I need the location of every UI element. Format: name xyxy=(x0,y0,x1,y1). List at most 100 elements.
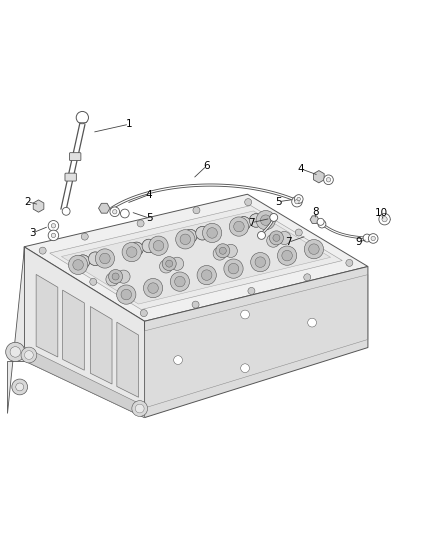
Circle shape xyxy=(267,234,280,247)
Circle shape xyxy=(184,229,197,243)
Circle shape xyxy=(368,233,378,243)
Polygon shape xyxy=(99,203,110,213)
Circle shape xyxy=(173,356,183,365)
Circle shape xyxy=(88,252,102,265)
Text: 6: 6 xyxy=(203,161,210,171)
Circle shape xyxy=(273,235,280,241)
Circle shape xyxy=(249,214,263,227)
FancyBboxPatch shape xyxy=(65,173,76,181)
Polygon shape xyxy=(7,247,24,413)
Circle shape xyxy=(255,257,265,268)
Circle shape xyxy=(113,209,117,214)
Circle shape xyxy=(278,231,291,245)
Circle shape xyxy=(142,239,155,253)
Circle shape xyxy=(109,270,123,284)
Circle shape xyxy=(6,342,25,361)
Circle shape xyxy=(88,252,102,265)
Circle shape xyxy=(176,230,195,249)
Circle shape xyxy=(159,260,173,273)
Circle shape xyxy=(202,223,222,243)
Circle shape xyxy=(248,287,255,294)
Circle shape xyxy=(224,244,237,257)
Circle shape xyxy=(184,229,197,243)
Polygon shape xyxy=(49,206,342,310)
Circle shape xyxy=(228,263,239,274)
Circle shape xyxy=(48,221,59,231)
Circle shape xyxy=(99,253,110,264)
Circle shape xyxy=(39,247,46,254)
Circle shape xyxy=(130,242,143,256)
Circle shape xyxy=(237,216,251,230)
Circle shape xyxy=(197,265,216,285)
Circle shape xyxy=(117,270,130,283)
Text: 9: 9 xyxy=(355,237,362,247)
Circle shape xyxy=(142,239,155,253)
Circle shape xyxy=(261,215,271,225)
Circle shape xyxy=(140,310,147,317)
Circle shape xyxy=(224,259,243,278)
Circle shape xyxy=(76,111,88,124)
Circle shape xyxy=(219,247,226,254)
Circle shape xyxy=(304,239,324,259)
Circle shape xyxy=(270,214,278,221)
Circle shape xyxy=(241,364,250,373)
Circle shape xyxy=(192,301,199,308)
Circle shape xyxy=(258,231,265,239)
Circle shape xyxy=(62,207,70,215)
Circle shape xyxy=(379,214,390,225)
Circle shape xyxy=(110,207,120,216)
Circle shape xyxy=(90,278,97,285)
Circle shape xyxy=(12,379,28,395)
Circle shape xyxy=(48,230,59,241)
Text: 4: 4 xyxy=(297,164,304,174)
Circle shape xyxy=(196,227,209,240)
Circle shape xyxy=(95,249,114,268)
Circle shape xyxy=(201,270,212,280)
Circle shape xyxy=(149,236,168,255)
Polygon shape xyxy=(36,274,58,357)
Circle shape xyxy=(230,217,249,236)
Circle shape xyxy=(180,234,191,245)
Circle shape xyxy=(76,255,90,269)
Text: 2: 2 xyxy=(24,197,31,207)
Circle shape xyxy=(309,244,319,254)
Circle shape xyxy=(346,260,353,266)
Circle shape xyxy=(241,310,250,319)
Circle shape xyxy=(196,227,209,240)
Circle shape xyxy=(282,251,293,261)
Circle shape xyxy=(294,195,303,204)
Polygon shape xyxy=(24,194,368,321)
Circle shape xyxy=(213,247,226,260)
Circle shape xyxy=(382,216,387,222)
Polygon shape xyxy=(117,322,138,397)
Circle shape xyxy=(297,197,300,201)
Circle shape xyxy=(249,214,263,227)
Circle shape xyxy=(120,209,129,218)
Text: 3: 3 xyxy=(29,228,36,238)
Circle shape xyxy=(112,273,119,280)
Circle shape xyxy=(51,223,56,228)
Circle shape xyxy=(127,247,137,257)
Circle shape xyxy=(132,401,148,416)
Circle shape xyxy=(175,276,185,287)
Circle shape xyxy=(304,274,311,281)
Circle shape xyxy=(318,220,326,228)
Circle shape xyxy=(106,273,119,286)
Circle shape xyxy=(292,197,302,207)
Circle shape xyxy=(25,351,33,359)
Circle shape xyxy=(153,240,164,251)
Text: 8: 8 xyxy=(312,207,319,217)
Circle shape xyxy=(148,283,158,293)
Circle shape xyxy=(326,177,331,182)
Circle shape xyxy=(143,278,162,298)
Text: 7: 7 xyxy=(285,237,292,247)
Text: 5: 5 xyxy=(275,197,282,207)
Circle shape xyxy=(216,244,230,258)
Polygon shape xyxy=(24,347,145,418)
Polygon shape xyxy=(314,171,324,183)
Circle shape xyxy=(16,383,24,391)
Circle shape xyxy=(307,318,316,327)
Polygon shape xyxy=(90,306,112,384)
Circle shape xyxy=(170,257,184,270)
Polygon shape xyxy=(63,290,84,370)
